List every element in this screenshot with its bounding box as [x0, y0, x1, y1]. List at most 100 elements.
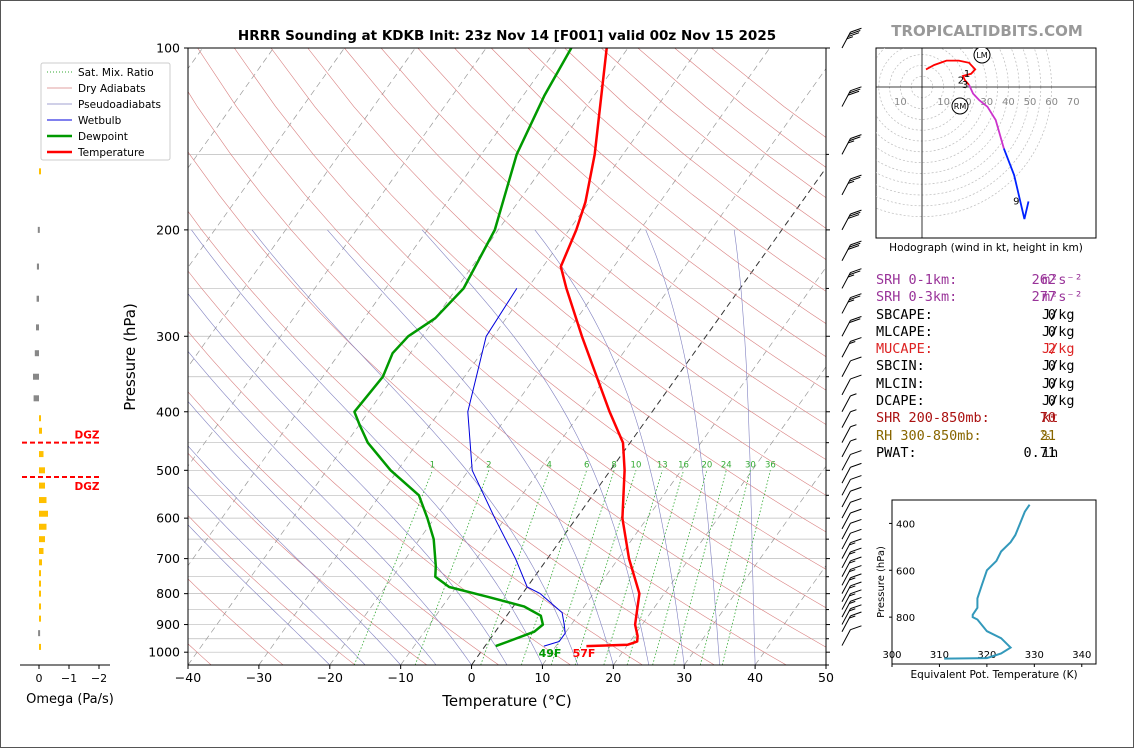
- omega-tick-label: 0: [36, 672, 43, 685]
- legend-entry: Dry Adiabats: [78, 83, 146, 95]
- barb-feather: [850, 497, 862, 503]
- barb-feather: [849, 176, 861, 182]
- wind-barb: [841, 573, 862, 594]
- y-tick-label: 700: [156, 551, 180, 566]
- theta-e-trace: [944, 504, 1031, 660]
- wind-barb: [841, 374, 862, 396]
- dry-adiabat: [188, 91, 826, 648]
- mixing-ratio-label: 36: [765, 460, 776, 470]
- barb-staff: [841, 551, 851, 569]
- omega-bar: [39, 482, 45, 489]
- hodograph-ring-label: 30: [980, 97, 993, 108]
- mixing-ratio-line: [550, 470, 615, 665]
- barb-feather: [847, 32, 860, 38]
- storm-motion-marker: [973, 48, 991, 64]
- omega-bar: [39, 536, 45, 543]
- barb-feather: [849, 593, 856, 597]
- hodograph-ring-label: 50: [1024, 97, 1037, 108]
- pseudoadiabat: [188, 486, 366, 665]
- index-value: 70: [1039, 410, 1056, 427]
- dry-adiabat: [197, 48, 826, 609]
- surface-temperature-label: 57F: [573, 647, 596, 660]
- temperature-trace: [559, 48, 641, 648]
- x-axis-label: Temperature (°C): [441, 692, 571, 710]
- theta-e-xtick-label: 310: [930, 650, 949, 661]
- barb-staff: [841, 490, 851, 508]
- wind-barb: [841, 356, 862, 377]
- index-row: RH 300-850mb: 21%: [876, 428, 1116, 445]
- isotherm: [400, 67, 826, 665]
- index-row: SRH 0-3km: 277 m²s⁻²: [876, 289, 1116, 306]
- index-label: SHR 200-850mb:: [876, 410, 990, 427]
- barb-staff: [841, 585, 851, 602]
- wind-barb: [841, 393, 857, 412]
- wind-barb: [841, 293, 862, 314]
- wind-barb: [841, 240, 862, 262]
- omega-bar: [34, 350, 39, 357]
- dry-adiabat: [270, 48, 826, 533]
- barb-feather: [847, 140, 855, 144]
- barb-feather: [850, 565, 862, 570]
- hodograph-frame: [875, 47, 1097, 239]
- isotherm: [188, 48, 558, 567]
- barb-feather: [850, 547, 862, 553]
- index-value: 0: [1047, 375, 1056, 392]
- omega-bar: [39, 415, 41, 422]
- theta-e-frame: [891, 499, 1097, 665]
- watermark: TROPICALTIDBITS.COM: [891, 22, 1083, 40]
- index-unit: J/kg: [1042, 375, 1075, 392]
- barb-feather: [850, 625, 862, 631]
- barb-staff: [841, 178, 851, 196]
- storm-motion-label: RM: [954, 102, 967, 111]
- pseudoadiabat: [188, 350, 472, 665]
- y-tick-label: 600: [156, 511, 180, 526]
- y-tick-label: 800: [156, 586, 180, 601]
- index-value: 262: [1031, 272, 1056, 288]
- dry-adiabat: [188, 330, 571, 665]
- index-value: 2: [1047, 341, 1056, 358]
- barb-feather: [847, 245, 860, 250]
- index-unit: J/kg: [1042, 323, 1075, 340]
- index-label: SBCIN:: [876, 358, 925, 375]
- omega-bar: [39, 547, 44, 554]
- mixing-ratio-label: 13: [657, 460, 668, 470]
- theta-e-panel: 300 310 320 330 340 400 600 800: [882, 499, 1097, 667]
- wind-barb: [841, 547, 862, 569]
- wind-barb: [841, 565, 862, 586]
- dry-adiabat: [188, 210, 715, 665]
- mixing-ratio-label: 4: [547, 460, 552, 470]
- barb-feather: [850, 538, 862, 544]
- hodograph-ring-label: 10: [894, 97, 907, 108]
- omega-bar: [39, 603, 41, 610]
- pseudoadiabat: [327, 229, 614, 665]
- wind-barb: [841, 134, 862, 155]
- theta-e-ytick-label: 600: [896, 566, 915, 577]
- omega-bar: [39, 168, 41, 175]
- index-unit: %: [1042, 427, 1051, 444]
- mixing-ratio-label: 20: [701, 460, 712, 470]
- index-unit: kt: [1042, 410, 1059, 427]
- barb-staff: [841, 213, 851, 231]
- barb-feather: [847, 299, 855, 303]
- y-tick-label: 100: [156, 41, 180, 56]
- mixing-ratio-line: [520, 470, 588, 665]
- hodograph-height-label: 3: [962, 80, 968, 91]
- dry-adiabat: [417, 48, 826, 391]
- mixing-ratio-line: [414, 470, 490, 665]
- legend-entry: Wetbulb: [78, 115, 122, 127]
- barb-staff: [841, 411, 851, 428]
- omega-panel: 0 −1 −2 DGZ DGZ: [20, 168, 110, 685]
- omega-bar: [39, 580, 41, 587]
- barb-feather: [849, 88, 861, 94]
- omega-bar: [38, 630, 41, 637]
- dry-adiabat: [188, 452, 428, 665]
- wind-barb: [841, 209, 862, 231]
- wind-barb: [841, 596, 862, 618]
- index-unit: J/kg: [1042, 341, 1075, 358]
- barb-staff: [841, 244, 851, 262]
- pseudoadiabat: [191, 229, 543, 665]
- mixing-ratio-line: [480, 470, 550, 665]
- pseudoadiabat: [645, 229, 720, 665]
- x-tick-label: −10: [387, 670, 413, 685]
